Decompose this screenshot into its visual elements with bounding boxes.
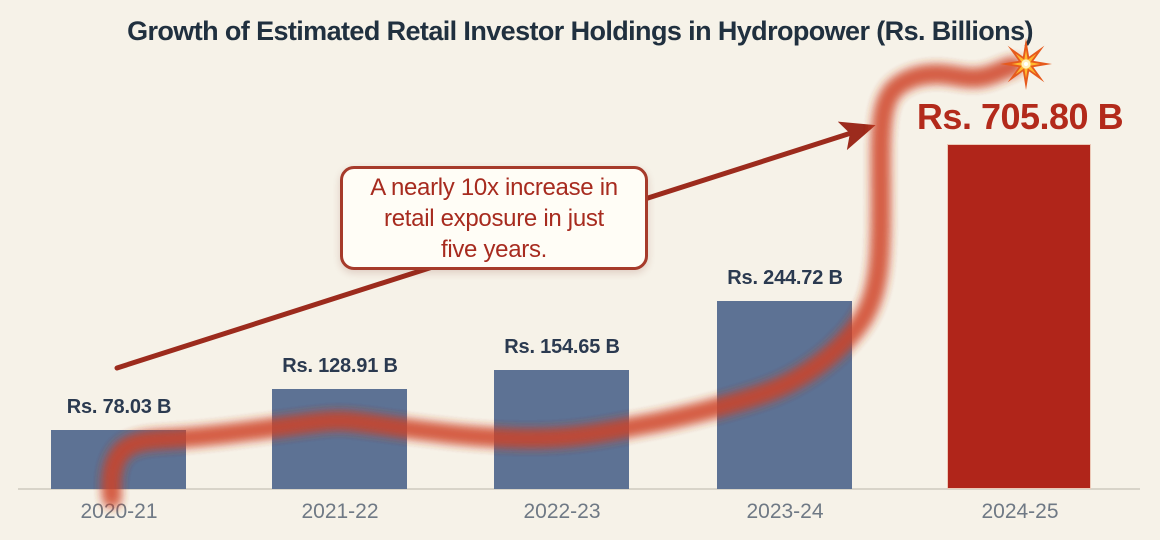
bar-2021-22 — [272, 389, 407, 489]
annotation-callout: A nearly 10x increase in retail exposure… — [340, 166, 648, 270]
value-label-2024-25-highlight: Rs. 705.80 B — [916, 96, 1124, 137]
annotation-line-2: retail exposure in just — [384, 204, 604, 232]
annotation-line-3: five years. — [440, 235, 548, 263]
x-label-2021-22: 2021-22 — [301, 500, 379, 523]
value-label-2022-23: Rs. 154.65 B — [504, 336, 620, 358]
value-label-2023-24: Rs. 244.72 B — [727, 267, 843, 289]
bar-2022-23 — [494, 370, 629, 489]
value-label-2020-21: Rs. 78.03 B — [66, 396, 172, 418]
x-label-2024-25: 2024-25 — [981, 500, 1059, 523]
x-label-2022-23: 2022-23 — [523, 500, 601, 523]
x-label-2020-21: 2020-21 — [80, 500, 158, 523]
annotation-line-1: A nearly 10x increase in — [370, 173, 618, 201]
chart-title: Growth of Estimated Retail Investor Hold… — [127, 16, 1033, 46]
x-label-2023-24: 2023-24 — [746, 500, 824, 523]
bar-2024-25-highlight — [947, 144, 1091, 489]
value-label-2021-22: Rs. 128.91 B — [282, 355, 398, 377]
bar-2023-24 — [717, 301, 852, 489]
bar-2020-21 — [51, 430, 186, 489]
